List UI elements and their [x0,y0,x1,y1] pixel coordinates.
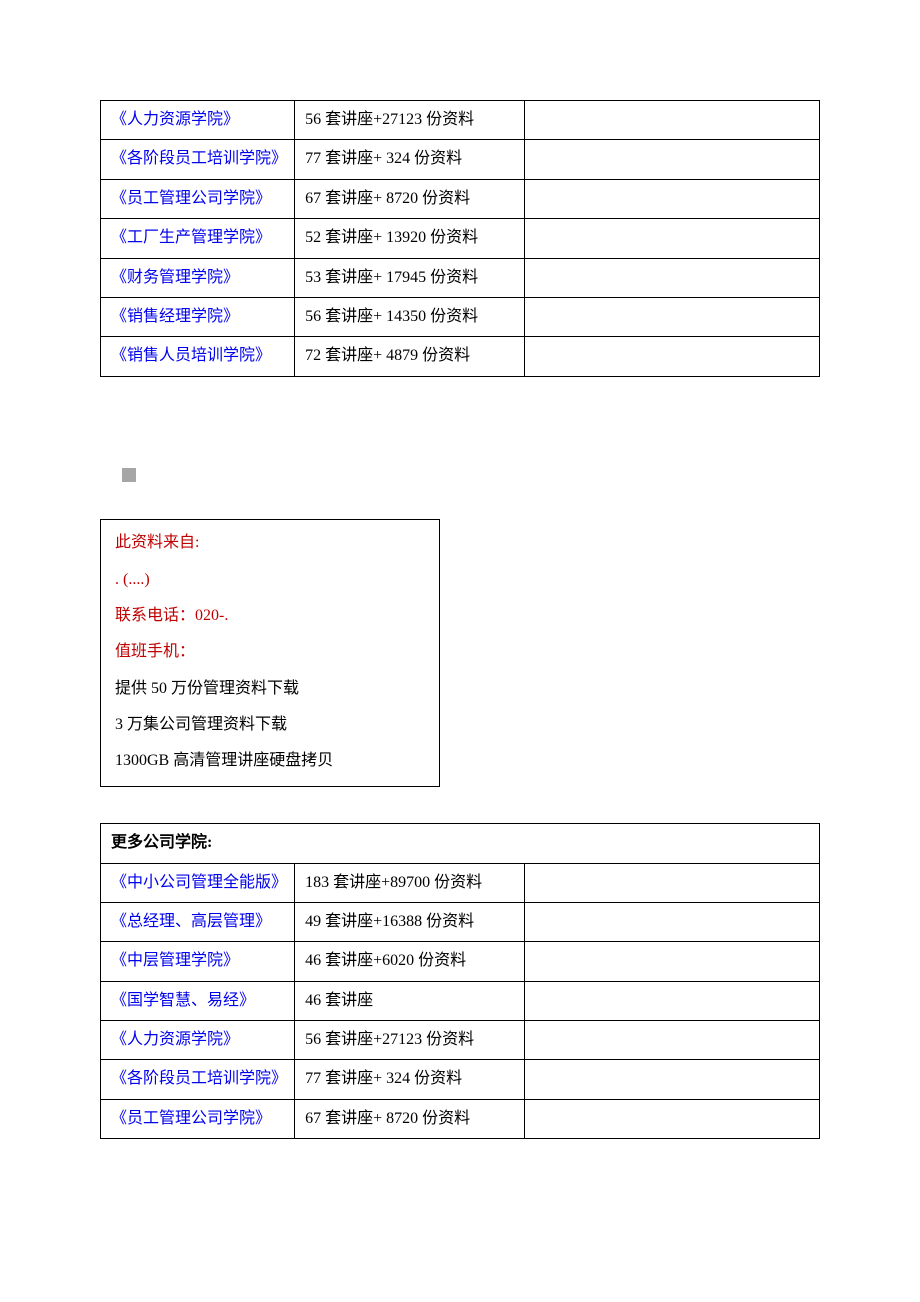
college-empty [525,902,820,941]
bullet-marker [122,467,820,489]
college-name: 《员工管理公司学院》 [111,1110,271,1127]
college-content: 67 套讲座+ 8720 份资料 [295,1099,525,1138]
info-phone: 联系电话：020-. [115,605,425,627]
college-content: 53 套讲座+ 17945 份资料 [295,258,525,297]
college-name: 《国学智慧、易经》 [111,992,255,1009]
college-name: 《人力资源学院》 [111,1031,239,1048]
college-name: 《总经理、高层管理》 [111,913,271,930]
table-row: 《销售经理学院》 56 套讲座+ 14350 份资料 [101,297,820,336]
college-name: 《财务管理学院》 [111,269,239,286]
info-offer-1: 提供 50 万份管理资料下载 [115,678,425,700]
table-row: 《销售人员培训学院》 72 套讲座+ 4879 份资料 [101,337,820,376]
college-empty [525,101,820,140]
college-table-bottom: 更多公司学院: 《中小公司管理全能版》 183 套讲座+89700 份资料 《总… [100,823,820,1139]
college-empty [525,179,820,218]
college-content: 56 套讲座+ 14350 份资料 [295,297,525,336]
college-empty [525,1060,820,1099]
info-offer-3: 1300GB 高清管理讲座硬盘拷贝 [115,750,425,772]
college-content: 56 套讲座+27123 份资料 [295,1021,525,1060]
college-empty [525,337,820,376]
college-name: 《中小公司管理全能版》 [111,874,287,891]
info-offer-2: 3 万集公司管理资料下载 [115,714,425,736]
college-content: 49 套讲座+16388 份资料 [295,902,525,941]
table-row: 《各阶段员工培训学院》 77 套讲座+ 324 份资料 [101,1060,820,1099]
more-colleges-header: 更多公司学院: [101,824,820,863]
college-content: 77 套讲座+ 324 份资料 [295,140,525,179]
college-content: 72 套讲座+ 4879 份资料 [295,337,525,376]
college-name: 《各阶段员工培训学院》 [111,150,287,167]
college-empty [525,1099,820,1138]
source-info-box: 此资料来自: . (....) 联系电话：020-. 值班手机： 提供 50 万… [100,519,440,787]
table-row: 《总经理、高层管理》 49 套讲座+16388 份资料 [101,902,820,941]
table-row: 《人力资源学院》 56 套讲座+27123 份资料 [101,1021,820,1060]
college-content: 183 套讲座+89700 份资料 [295,863,525,902]
table-row: 《中层管理学院》 46 套讲座+6020 份资料 [101,942,820,981]
college-name: 《人力资源学院》 [111,111,239,128]
table-header-row: 更多公司学院: [101,824,820,863]
college-empty [525,981,820,1020]
table-row: 《各阶段员工培训学院》 77 套讲座+ 324 份资料 [101,140,820,179]
college-name: 《中层管理学院》 [111,952,239,969]
college-empty [525,1021,820,1060]
college-name: 《员工管理公司学院》 [111,190,271,207]
square-icon [122,468,136,482]
college-empty [525,297,820,336]
college-empty [525,140,820,179]
college-empty [525,258,820,297]
college-content: 46 套讲座+6020 份资料 [295,942,525,981]
college-content: 52 套讲座+ 13920 份资料 [295,219,525,258]
college-empty [525,863,820,902]
college-name: 《工厂生产管理学院》 [111,229,271,246]
table-row: 《工厂生产管理学院》 52 套讲座+ 13920 份资料 [101,219,820,258]
college-name: 《销售人员培训学院》 [111,347,271,364]
info-source-value: . (....) [115,569,425,591]
table-row: 《财务管理学院》 53 套讲座+ 17945 份资料 [101,258,820,297]
college-table-top: 《人力资源学院》 56 套讲座+27123 份资料 《各阶段员工培训学院》 77… [100,100,820,377]
college-name: 《各阶段员工培训学院》 [111,1070,287,1087]
table-row: 《员工管理公司学院》 67 套讲座+ 8720 份资料 [101,179,820,218]
college-content: 56 套讲座+27123 份资料 [295,101,525,140]
college-empty [525,942,820,981]
college-content: 77 套讲座+ 324 份资料 [295,1060,525,1099]
table-row: 《国学智慧、易经》 46 套讲座 [101,981,820,1020]
college-content: 46 套讲座 [295,981,525,1020]
info-duty-mobile: 值班手机： [115,641,425,663]
table-row: 《中小公司管理全能版》 183 套讲座+89700 份资料 [101,863,820,902]
college-content: 67 套讲座+ 8720 份资料 [295,179,525,218]
info-source-label: 此资料来自: [115,532,425,554]
college-name: 《销售经理学院》 [111,308,239,325]
college-empty [525,219,820,258]
table-row: 《人力资源学院》 56 套讲座+27123 份资料 [101,101,820,140]
table-row: 《员工管理公司学院》 67 套讲座+ 8720 份资料 [101,1099,820,1138]
